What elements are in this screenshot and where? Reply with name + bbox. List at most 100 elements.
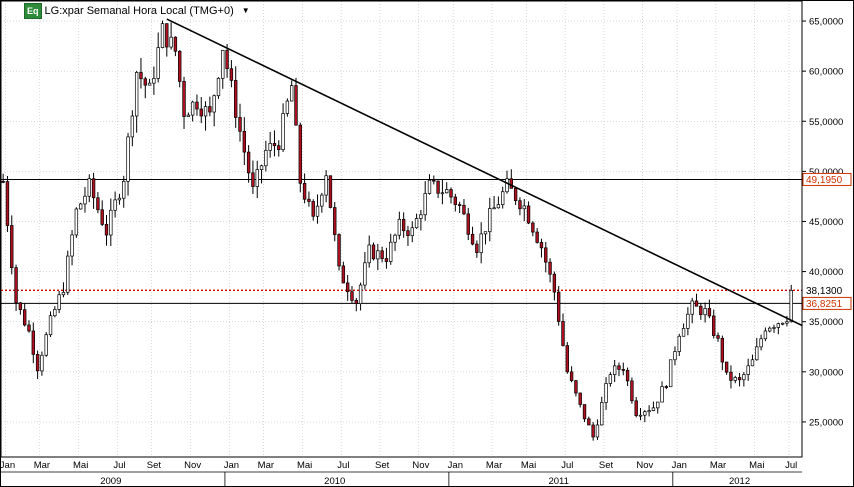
candle-up [113,199,117,211]
candle-down [23,309,27,326]
candle-up [673,351,677,361]
candle-down [552,273,557,293]
candle-down [333,207,337,235]
y-axis: 25,0000 30,0000 35,0000 40,0000 45,0000 50,00… [802,17,843,428]
candle-down [557,291,561,322]
candle-up [40,354,44,372]
candle-down [664,386,669,388]
candle-up [320,194,324,207]
candle-down [531,222,535,233]
candle-down [712,315,716,336]
candle-down [737,377,742,381]
candle-up [742,374,746,381]
candle-up [203,106,208,117]
x-month-label: Set [147,460,162,471]
y-tick-label: 40,0000 [809,267,843,278]
candle-up [768,327,772,332]
candle-down [234,80,238,118]
candle-down [354,300,358,305]
candle-down [724,361,729,373]
candle-up [324,175,328,196]
candle-up [638,414,643,417]
candle-up [48,315,53,336]
candle-up [285,100,290,114]
candle-up [488,208,492,233]
candle-down [91,178,96,199]
candle-down [195,101,199,110]
candle-up [445,189,449,194]
plot-area-border [0,0,803,458]
level-tag-label: 49,1950 [806,175,843,186]
candle-up [190,101,195,116]
candle-up [259,165,264,170]
chart-title: LG:xpar Semanal Hora Local (TMG+0) [44,4,234,17]
x-month-label: Jul [785,460,797,471]
trendline-layer [166,18,803,327]
candle-up [134,72,139,117]
x-month-label: Jan [448,460,463,471]
candle-down [625,369,630,382]
candle-up [393,234,397,243]
candle-up [759,338,763,348]
x-axis: Jan Mar Mai Jul Set Nov Jan Mar Mai Jul Set Nov Jan M… [0,460,797,487]
candle-up [255,169,259,187]
level-tag-label: 36,8251 [806,299,843,310]
candle-down [143,78,147,86]
candle-down [242,130,246,153]
candle-down [509,178,513,189]
candle-up [703,308,707,316]
candle-down [457,204,462,206]
x-month-label: Mar [486,460,502,471]
candle-up [363,262,367,286]
x-month-label: Mar [34,460,50,471]
candle-up [690,300,694,315]
candle-up [423,193,427,216]
x-year-label: 2012 [729,476,750,487]
candle-up [414,218,419,229]
candle-down [591,424,595,438]
candle-up [776,323,780,328]
candle-up [61,291,66,296]
candle-up [608,374,613,384]
candle-down [432,179,436,182]
candle-up [643,411,647,416]
candle-up [750,359,755,367]
candle-up [130,115,135,138]
candle-up [651,407,656,411]
y-tick-label: 55,0000 [809,117,843,128]
candle-down [574,380,578,394]
candle-down [18,302,23,311]
chevron-down-icon[interactable]: ▼ [241,6,250,15]
candle-down [182,81,186,117]
candle-up [772,327,776,329]
candle-down [96,197,100,211]
candle-up [160,23,165,48]
candle-up [156,47,160,79]
x-month-label: Jul [337,460,349,471]
candle-down [561,321,565,346]
candle-down [436,180,440,194]
candle-up [117,197,122,201]
candle-up [595,424,600,438]
candle-up [789,289,793,323]
candle-down [582,404,587,420]
x-month-label: Set [599,460,614,471]
candle-down [371,244,376,260]
candle-up [53,309,57,317]
candle-down [277,145,281,150]
candle-up [501,191,505,205]
candle-down [544,247,548,263]
candle-down [634,400,638,416]
candle-down [345,282,350,293]
candle-up [122,180,126,199]
candle-down [513,188,518,202]
candle-down [617,365,621,370]
candle-up [397,218,402,236]
candle-down [178,50,182,82]
candle-up [492,207,496,210]
candle-up [780,322,785,325]
candle-down [539,242,544,249]
x-month-label: Jul [113,460,125,471]
